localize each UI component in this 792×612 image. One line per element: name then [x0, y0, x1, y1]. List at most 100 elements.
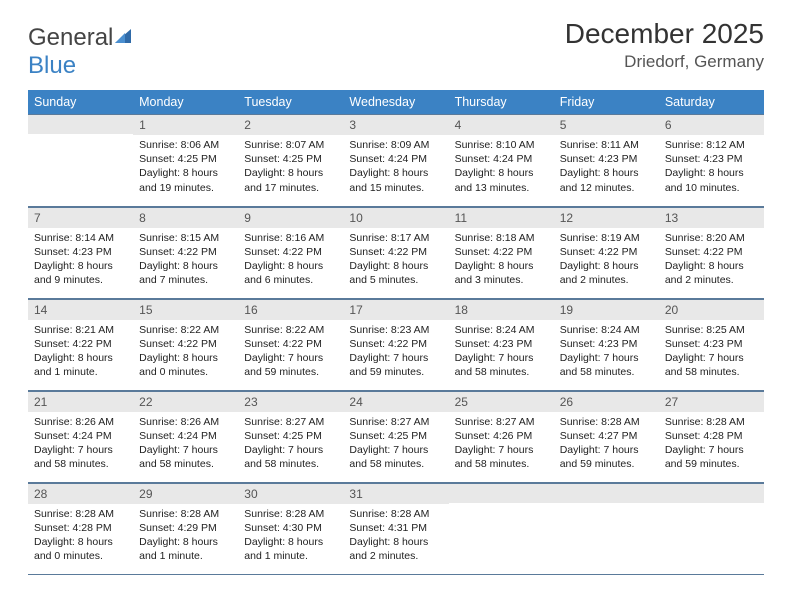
- calendar-day-cell: 4Sunrise: 8:10 AMSunset: 4:24 PMDaylight…: [449, 114, 554, 206]
- sunset-text: Sunset: 4:31 PM: [349, 521, 442, 535]
- weekday-header: Sunday: [28, 90, 133, 114]
- day-number: 6: [659, 114, 764, 135]
- daylight-text: Daylight: 8 hours and 12 minutes.: [560, 166, 653, 194]
- sunset-text: Sunset: 4:24 PM: [455, 152, 548, 166]
- sunset-text: Sunset: 4:22 PM: [455, 245, 548, 259]
- sunset-text: Sunset: 4:28 PM: [34, 521, 127, 535]
- daylight-text: Daylight: 8 hours and 5 minutes.: [349, 259, 442, 287]
- sunset-text: Sunset: 4:22 PM: [34, 337, 127, 351]
- sunrise-text: Sunrise: 8:26 AM: [34, 415, 127, 429]
- sunrise-text: Sunrise: 8:27 AM: [349, 415, 442, 429]
- day-details: Sunrise: 8:28 AMSunset: 4:31 PMDaylight:…: [343, 504, 448, 568]
- day-number: 19: [554, 299, 659, 320]
- day-details: Sunrise: 8:26 AMSunset: 4:24 PMDaylight:…: [133, 412, 238, 476]
- month-title: December 2025: [565, 18, 764, 50]
- day-number: 14: [28, 299, 133, 320]
- day-details: Sunrise: 8:22 AMSunset: 4:22 PMDaylight:…: [133, 320, 238, 384]
- daylight-text: Daylight: 7 hours and 58 minutes.: [34, 443, 127, 471]
- day-number: 30: [238, 483, 343, 504]
- day-details: Sunrise: 8:16 AMSunset: 4:22 PMDaylight:…: [238, 228, 343, 292]
- calendar-day-cell: [554, 482, 659, 574]
- daylight-text: Daylight: 8 hours and 3 minutes.: [455, 259, 548, 287]
- sunset-text: Sunset: 4:23 PM: [665, 152, 758, 166]
- calendar-day-cell: 31Sunrise: 8:28 AMSunset: 4:31 PMDayligh…: [343, 482, 448, 574]
- calendar-day-cell: 8Sunrise: 8:15 AMSunset: 4:22 PMDaylight…: [133, 206, 238, 298]
- day-details: Sunrise: 8:23 AMSunset: 4:22 PMDaylight:…: [343, 320, 448, 384]
- daylight-text: Daylight: 8 hours and 1 minute.: [139, 535, 232, 563]
- calendar-week-row: 28Sunrise: 8:28 AMSunset: 4:28 PMDayligh…: [28, 482, 764, 574]
- day-number: 26: [554, 391, 659, 412]
- calendar-day-cell: 29Sunrise: 8:28 AMSunset: 4:29 PMDayligh…: [133, 482, 238, 574]
- day-number: 25: [449, 391, 554, 412]
- day-number: 5: [554, 114, 659, 135]
- day-number: 8: [133, 207, 238, 228]
- day-details: Sunrise: 8:28 AMSunset: 4:27 PMDaylight:…: [554, 412, 659, 476]
- day-details: Sunrise: 8:27 AMSunset: 4:26 PMDaylight:…: [449, 412, 554, 476]
- calendar-day-cell: 14Sunrise: 8:21 AMSunset: 4:22 PMDayligh…: [28, 298, 133, 390]
- daylight-text: Daylight: 7 hours and 58 minutes.: [244, 443, 337, 471]
- sunset-text: Sunset: 4:23 PM: [455, 337, 548, 351]
- daylight-text: Daylight: 8 hours and 0 minutes.: [139, 351, 232, 379]
- sunset-text: Sunset: 4:24 PM: [34, 429, 127, 443]
- sunrise-text: Sunrise: 8:22 AM: [244, 323, 337, 337]
- day-details: Sunrise: 8:22 AMSunset: 4:22 PMDaylight:…: [238, 320, 343, 384]
- sunset-text: Sunset: 4:28 PM: [665, 429, 758, 443]
- sunset-text: Sunset: 4:25 PM: [139, 152, 232, 166]
- day-details: Sunrise: 8:25 AMSunset: 4:23 PMDaylight:…: [659, 320, 764, 384]
- daylight-text: Daylight: 8 hours and 2 minutes.: [665, 259, 758, 287]
- daylight-text: Daylight: 8 hours and 9 minutes.: [34, 259, 127, 287]
- calendar-day-cell: 27Sunrise: 8:28 AMSunset: 4:28 PMDayligh…: [659, 390, 764, 482]
- daylight-text: Daylight: 8 hours and 0 minutes.: [34, 535, 127, 563]
- day-details: Sunrise: 8:28 AMSunset: 4:28 PMDaylight:…: [659, 412, 764, 476]
- sunrise-text: Sunrise: 8:25 AM: [665, 323, 758, 337]
- day-number: 12: [554, 207, 659, 228]
- calendar-day-cell: 23Sunrise: 8:27 AMSunset: 4:25 PMDayligh…: [238, 390, 343, 482]
- sunset-text: Sunset: 4:25 PM: [244, 429, 337, 443]
- sunset-text: Sunset: 4:27 PM: [560, 429, 653, 443]
- sunrise-text: Sunrise: 8:28 AM: [34, 507, 127, 521]
- sunset-text: Sunset: 4:23 PM: [34, 245, 127, 259]
- day-details: Sunrise: 8:15 AMSunset: 4:22 PMDaylight:…: [133, 228, 238, 292]
- day-number: 9: [238, 207, 343, 228]
- sunrise-text: Sunrise: 8:24 AM: [560, 323, 653, 337]
- sunset-text: Sunset: 4:26 PM: [455, 429, 548, 443]
- sunrise-text: Sunrise: 8:23 AM: [349, 323, 442, 337]
- daylight-text: Daylight: 8 hours and 10 minutes.: [665, 166, 758, 194]
- sunrise-text: Sunrise: 8:28 AM: [349, 507, 442, 521]
- day-number: 17: [343, 299, 448, 320]
- header: GeneralBlue December 2025 Driedorf, Germ…: [28, 18, 764, 80]
- calendar-day-cell: 6Sunrise: 8:12 AMSunset: 4:23 PMDaylight…: [659, 114, 764, 206]
- sunrise-text: Sunrise: 8:16 AM: [244, 231, 337, 245]
- calendar-day-cell: 15Sunrise: 8:22 AMSunset: 4:22 PMDayligh…: [133, 298, 238, 390]
- daylight-text: Daylight: 8 hours and 1 minute.: [34, 351, 127, 379]
- sunset-text: Sunset: 4:24 PM: [139, 429, 232, 443]
- daylight-text: Daylight: 7 hours and 59 minutes.: [560, 443, 653, 471]
- calendar-day-cell: 19Sunrise: 8:24 AMSunset: 4:23 PMDayligh…: [554, 298, 659, 390]
- sunset-text: Sunset: 4:23 PM: [560, 337, 653, 351]
- sunset-text: Sunset: 4:22 PM: [139, 245, 232, 259]
- day-details: Sunrise: 8:11 AMSunset: 4:23 PMDaylight:…: [554, 135, 659, 199]
- brand-sail-icon: [113, 24, 133, 42]
- day-number-empty: [449, 483, 554, 503]
- sunrise-text: Sunrise: 8:11 AM: [560, 138, 653, 152]
- calendar-day-cell: 18Sunrise: 8:24 AMSunset: 4:23 PMDayligh…: [449, 298, 554, 390]
- sunset-text: Sunset: 4:22 PM: [665, 245, 758, 259]
- daylight-text: Daylight: 8 hours and 13 minutes.: [455, 166, 548, 194]
- day-details: Sunrise: 8:12 AMSunset: 4:23 PMDaylight:…: [659, 135, 764, 199]
- day-number: 18: [449, 299, 554, 320]
- daylight-text: Daylight: 7 hours and 58 minutes.: [665, 351, 758, 379]
- daylight-text: Daylight: 8 hours and 6 minutes.: [244, 259, 337, 287]
- sunrise-text: Sunrise: 8:26 AM: [139, 415, 232, 429]
- calendar-day-cell: 1Sunrise: 8:06 AMSunset: 4:25 PMDaylight…: [133, 114, 238, 206]
- calendar-header-row: SundayMondayTuesdayWednesdayThursdayFrid…: [28, 90, 764, 114]
- day-number: 15: [133, 299, 238, 320]
- daylight-text: Daylight: 7 hours and 59 minutes.: [349, 351, 442, 379]
- sunset-text: Sunset: 4:24 PM: [349, 152, 442, 166]
- sunset-text: Sunset: 4:25 PM: [244, 152, 337, 166]
- day-number: 7: [28, 207, 133, 228]
- calendar-day-cell: 5Sunrise: 8:11 AMSunset: 4:23 PMDaylight…: [554, 114, 659, 206]
- daylight-text: Daylight: 7 hours and 58 minutes.: [455, 443, 548, 471]
- title-block: December 2025 Driedorf, Germany: [565, 18, 764, 72]
- calendar-day-cell: 30Sunrise: 8:28 AMSunset: 4:30 PMDayligh…: [238, 482, 343, 574]
- sunset-text: Sunset: 4:23 PM: [560, 152, 653, 166]
